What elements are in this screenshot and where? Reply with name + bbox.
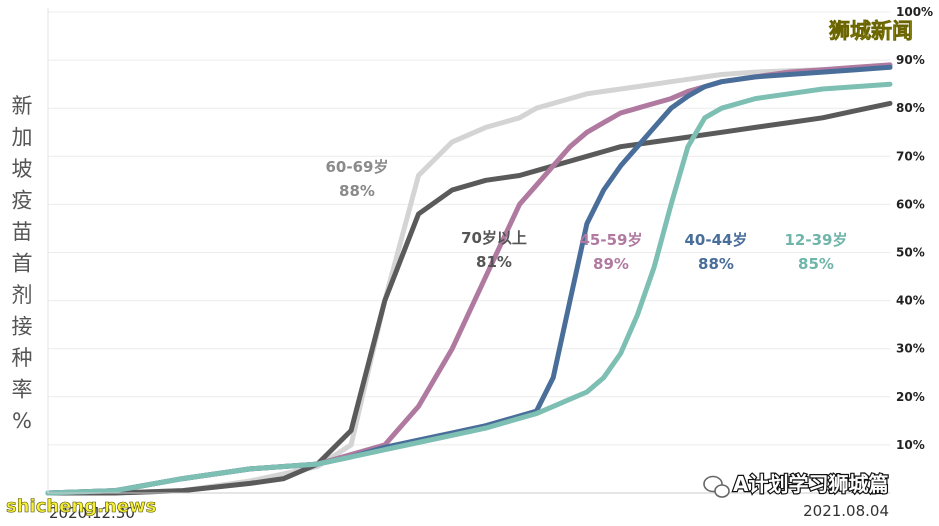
watermark-left: shicheng.news	[6, 496, 156, 517]
y-label-char: 接	[12, 315, 33, 339]
y-label-char: 种	[12, 346, 33, 370]
series-labels: 60-69岁 88% 70岁以上 81% 45-59岁 89% 40-44岁 88% 12-39…	[326, 158, 848, 273]
x-tick-start: 2020.12.30	[49, 504, 135, 522]
y-tick-label: 20%	[896, 390, 925, 404]
series-name-label: 45-59岁	[580, 231, 643, 249]
series-value-label: 81%	[476, 253, 512, 271]
y-label-char: 疫	[12, 189, 33, 213]
grid	[48, 11, 890, 446]
y-axis-ticks: 10% 20% 30% 40% 50% 60% 70% 80% 90% 100%	[896, 5, 933, 452]
watermark-right: A计划学习狮城篇	[733, 472, 888, 496]
y-label-char: 苗	[12, 220, 33, 244]
y-tick-label: 10%	[896, 438, 925, 452]
y-label-char: 加	[12, 126, 33, 150]
series-name-label: 60-69岁	[326, 158, 389, 176]
y-label-char: 坡	[12, 157, 33, 181]
y-tick-label: 40%	[896, 294, 925, 308]
series-value-label: 89%	[593, 255, 629, 273]
series-name-label: 12-39岁	[785, 231, 848, 249]
y-label-char: 新	[12, 94, 33, 118]
series-name-label: 40-44岁	[685, 231, 748, 249]
brand-logo-text: 狮城新闻	[829, 19, 913, 43]
y-label-char: 剂	[12, 283, 33, 307]
series-line-4	[45, 81, 893, 496]
series-lines	[45, 62, 893, 496]
y-tick-label: 60%	[896, 197, 925, 211]
y-tick-label: 90%	[896, 53, 925, 67]
y-tick-label: 80%	[896, 101, 925, 115]
series-value-label: 88%	[339, 182, 375, 200]
series-name-label: 70岁以上	[461, 229, 527, 247]
y-label-char: 率	[12, 378, 33, 402]
y-tick-label: 30%	[896, 342, 925, 356]
y-tick-label: 70%	[896, 149, 925, 163]
x-tick-end: 2021.08.04	[803, 502, 889, 520]
y-label-char: 首	[12, 252, 33, 276]
y-label-char: %	[12, 409, 32, 433]
y-tick-label: 50%	[896, 246, 925, 260]
wechat-icon	[703, 475, 730, 498]
series-value-label: 85%	[798, 255, 834, 273]
series-line-1	[45, 100, 893, 496]
series-value-label: 88%	[698, 255, 734, 273]
y-tick-label: 100%	[896, 5, 933, 19]
